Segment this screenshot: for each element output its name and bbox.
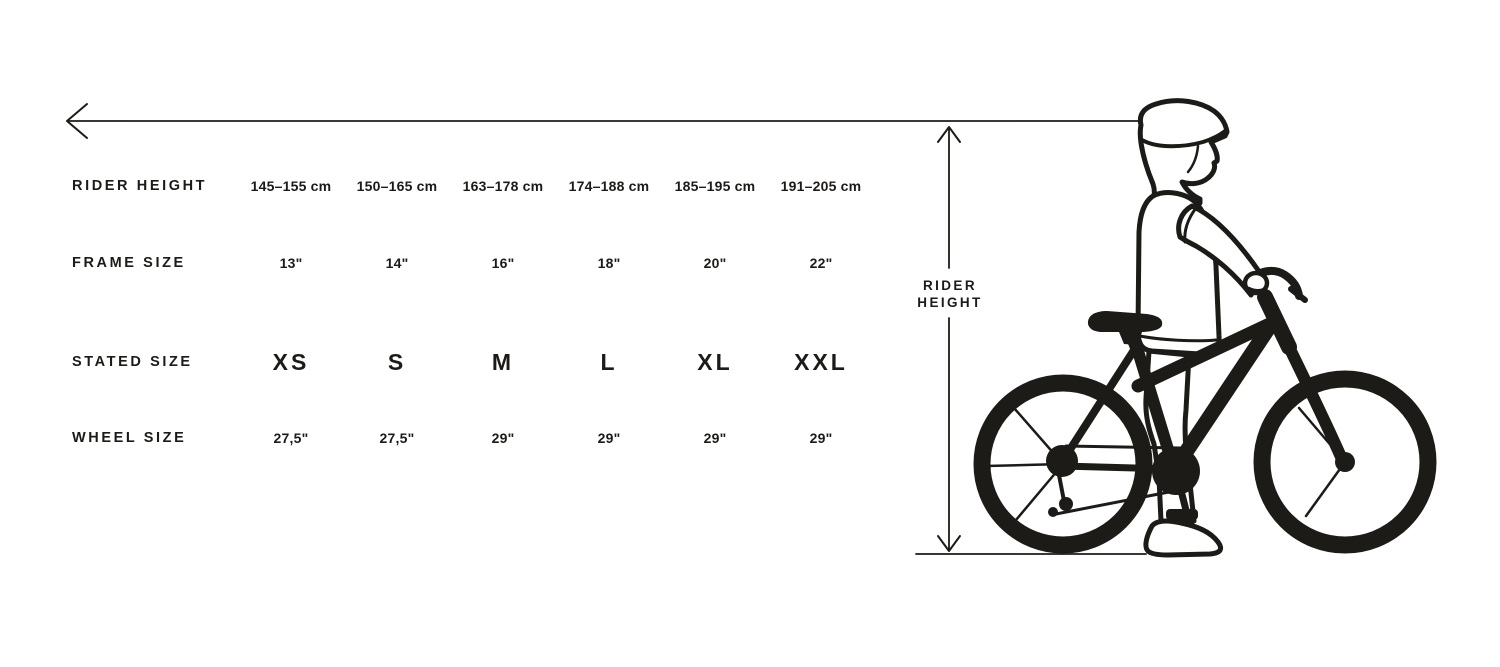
rider-height-measure-label-line2: HEIGHT — [917, 294, 983, 310]
wheel-size-value: 29" — [491, 430, 515, 446]
chain-top — [1064, 444, 1182, 450]
rider-arm — [1176, 203, 1266, 298]
helmet-strap-line — [1186, 144, 1200, 174]
derailleur-pulley-upper — [1059, 497, 1073, 511]
front-wheel — [1253, 370, 1437, 554]
rider-head-helmet — [1137, 98, 1230, 206]
arrowhead-down-icon — [937, 535, 961, 552]
table-row-wheel-size: WHEEL SIZE 27,5" 27,5" 29" 29" 29" 29" — [72, 424, 874, 452]
head-tube — [1257, 289, 1297, 355]
top-tube — [1131, 314, 1283, 393]
arrowhead-left-icon — [66, 103, 88, 139]
wheel-size-value: 29" — [809, 430, 833, 446]
row-label-wheel-size: WHEEL SIZE — [72, 430, 187, 446]
stated-size-value: M — [491, 348, 515, 375]
seat-stay — [1058, 343, 1140, 466]
frame-size-value: 13" — [279, 255, 303, 271]
frame-size-value: 20" — [703, 255, 727, 271]
stated-size-value: XXL — [794, 348, 848, 375]
brake-lever — [1288, 286, 1308, 303]
pedal — [1166, 509, 1198, 520]
crank-arm — [1172, 467, 1191, 518]
rear-wheel — [973, 374, 1153, 554]
frame-size-value: 14" — [385, 255, 409, 271]
rider-height-value: 191–205 cm — [780, 178, 862, 194]
table-row-frame-size: FRAME SIZE 13" 14" 16" 18" 20" 22" — [72, 249, 874, 277]
down-tube — [1170, 318, 1278, 472]
arrowhead-up-icon — [937, 126, 961, 143]
wheel-size-value: 29" — [703, 430, 727, 446]
seatpost — [1121, 322, 1140, 354]
derailleur-arm — [1057, 473, 1066, 503]
stated-size-value: S — [387, 348, 407, 375]
frame-size-value: 22" — [809, 255, 833, 271]
helmet-brim-line — [1140, 129, 1227, 149]
wheel-size-value: 29" — [597, 430, 621, 446]
rider-height-measure-label: RIDER HEIGHT — [899, 278, 1001, 311]
chain-bottom — [1054, 489, 1176, 516]
table-row-rider-height: RIDER HEIGHT 145–155 cm 150–165 cm 163–1… — [72, 172, 874, 200]
measurement-arrow-vertical — [937, 126, 961, 552]
rider-shoe — [1143, 518, 1224, 558]
measurement-arrow-horizontal — [66, 103, 1142, 139]
wheel-size-value: 27,5" — [379, 430, 415, 446]
bicycle — [973, 266, 1437, 554]
rider-height-value: 145–155 cm — [250, 178, 332, 194]
seat-tube — [1128, 332, 1180, 475]
shorts-hem-line — [1138, 334, 1218, 343]
derailleur-pulley-lower — [1048, 507, 1058, 517]
stated-size-value: L — [600, 348, 618, 375]
frame-size-value: 18" — [597, 255, 621, 271]
rider-height-value: 174–188 cm — [568, 178, 650, 194]
rider-height-measure-label-line1: RIDER — [922, 278, 977, 293]
rider-hand-finger-line — [1247, 286, 1266, 292]
saddle — [1087, 311, 1163, 332]
row-label-frame-size: FRAME SIZE — [72, 255, 186, 271]
fork — [1283, 341, 1347, 463]
row-label-rider-height: RIDER HEIGHT — [72, 178, 208, 194]
rider-height-value: 163–178 cm — [462, 178, 544, 194]
wheel-size-value: 27,5" — [273, 430, 309, 446]
shirt-armhole-line — [1183, 206, 1198, 244]
frame-size-value: 16" — [491, 255, 515, 271]
stated-size-value: XL — [697, 348, 733, 375]
rider-height-value: 150–165 cm — [356, 178, 438, 194]
stated-size-value: XS — [272, 348, 310, 375]
cassette — [1046, 445, 1078, 477]
row-label-stated-size: STATED SIZE — [72, 354, 193, 370]
rider-height-value: 185–195 cm — [674, 178, 756, 194]
table-row-stated-size: STATED SIZE XS S M L XL XXL — [72, 343, 874, 381]
